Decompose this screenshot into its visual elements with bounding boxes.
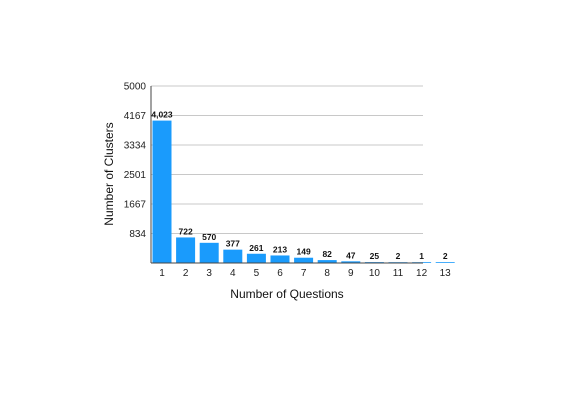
y-axis-title: Number of Clusters — [102, 122, 116, 225]
bar — [435, 262, 455, 263]
data-label: 722 — [179, 226, 193, 236]
x-tick-label: 12 — [416, 268, 428, 279]
y-axis-ticks: 834 1667 2501 3334 4167 5000 — [124, 82, 147, 240]
bar — [223, 249, 243, 263]
x-tick-label: 1 — [159, 268, 165, 279]
data-labels: 4,023 722 570 377 261 213 149 82 47 25 2 1 2 — [151, 110, 447, 262]
x-tick-label: 13 — [440, 268, 452, 279]
data-label: 261 — [249, 243, 263, 253]
x-axis-title: Number of Questions — [230, 287, 343, 301]
data-label: 82 — [322, 249, 332, 259]
x-tick-label: 2 — [183, 268, 189, 279]
bar — [270, 255, 290, 263]
x-tick-label: 4 — [230, 268, 236, 279]
bar — [341, 261, 361, 263]
y-tick-label: 2501 — [124, 170, 147, 181]
bar — [199, 242, 219, 263]
bar — [246, 253, 266, 263]
data-label: 2 — [443, 251, 448, 261]
y-tick-label: 834 — [129, 229, 146, 240]
gridlines — [151, 85, 423, 234]
x-tick-label: 6 — [277, 268, 283, 279]
data-label: 25 — [370, 251, 380, 261]
y-tick-label: 3334 — [124, 140, 147, 151]
data-label: 213 — [273, 244, 287, 254]
x-tick-label: 9 — [348, 268, 354, 279]
data-label: 4,023 — [151, 110, 173, 120]
x-tick-label: 11 — [393, 268, 404, 279]
x-tick-label: 5 — [254, 268, 260, 279]
y-tick-label: 5000 — [124, 82, 147, 93]
bar — [176, 237, 196, 263]
data-label: 149 — [297, 247, 311, 257]
x-tick-label: 7 — [301, 268, 307, 279]
data-label: 377 — [226, 239, 240, 249]
y-tick-label: 4167 — [124, 111, 147, 122]
data-label: 570 — [202, 232, 216, 242]
data-label: 1 — [419, 251, 424, 261]
data-label: 47 — [346, 250, 356, 260]
bars — [152, 120, 455, 263]
bar — [152, 120, 172, 263]
x-tick-label: 3 — [206, 268, 212, 279]
data-label: 2 — [396, 251, 401, 261]
x-tick-label: 8 — [324, 268, 330, 279]
x-axis-ticks: 1 2 3 4 5 6 7 8 9 10 11 12 13 — [159, 268, 451, 279]
y-tick-label: 1667 — [124, 199, 147, 210]
x-tick-label: 10 — [369, 268, 381, 279]
bar — [294, 257, 314, 263]
bar — [317, 260, 337, 263]
